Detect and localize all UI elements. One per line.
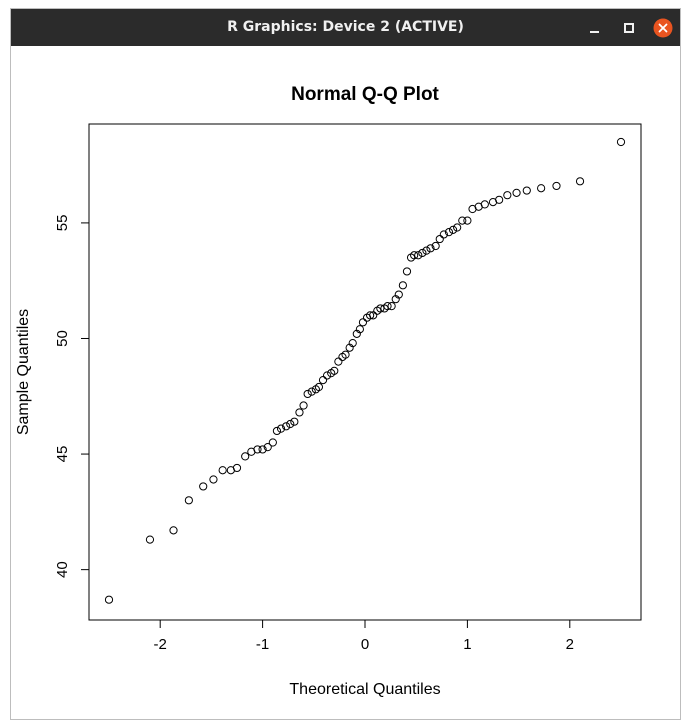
y-axis-label: Sample Quantiles <box>15 309 32 435</box>
x-tick-label: -2 <box>154 636 167 653</box>
data-point <box>334 357 343 366</box>
data-point <box>318 375 328 385</box>
data-point <box>295 408 304 417</box>
x-axis-label: Theoretical Quantiles <box>289 681 440 698</box>
data-point <box>448 225 458 234</box>
data-point <box>552 181 561 191</box>
data-point <box>512 188 521 197</box>
data-point <box>268 438 277 447</box>
data-point <box>398 281 407 290</box>
x-tick-label: 0 <box>361 636 369 653</box>
data-point <box>314 382 324 392</box>
chart-title: Normal Q-Q Plot <box>291 84 439 105</box>
data-point <box>418 248 427 258</box>
data-point <box>575 177 585 186</box>
data-point <box>458 216 467 225</box>
y-tick-label: 50 <box>54 330 71 347</box>
data-point <box>263 443 272 452</box>
data-point <box>348 339 357 348</box>
data-point <box>410 251 419 260</box>
data-point <box>503 191 512 200</box>
data-point <box>286 419 295 429</box>
data-point <box>209 475 218 484</box>
y-tick-label: 45 <box>54 446 71 463</box>
data-point <box>366 311 375 320</box>
data-point <box>444 228 454 237</box>
data-point <box>537 184 546 193</box>
data-point <box>522 186 531 195</box>
maximize-button[interactable] <box>619 18 639 38</box>
maximize-icon <box>624 23 634 33</box>
data-point <box>299 401 308 410</box>
y-tick-label: 55 <box>54 215 71 232</box>
data-point <box>414 251 423 260</box>
close-button[interactable] <box>653 18 673 38</box>
data-points <box>104 137 626 604</box>
data-point <box>358 318 368 327</box>
data-point <box>104 595 114 604</box>
data-point <box>282 422 291 431</box>
data-point <box>439 230 448 239</box>
window-titlebar[interactable]: R Graphics: Device 2 (ACTIVE) <box>11 9 680 46</box>
data-point <box>341 350 350 359</box>
close-icon <box>653 18 673 38</box>
data-point <box>355 325 364 334</box>
data-point <box>383 302 392 311</box>
data-point <box>387 302 396 311</box>
data-point <box>431 241 440 251</box>
data-point <box>402 267 412 276</box>
data-point <box>307 387 316 396</box>
data-point <box>376 304 385 313</box>
data-point <box>272 426 282 436</box>
minimize-icon <box>590 31 599 33</box>
data-point <box>276 424 286 433</box>
data-point <box>463 216 472 225</box>
data-point <box>495 195 504 204</box>
data-point <box>616 137 626 147</box>
x-tick-label: -1 <box>256 636 269 653</box>
data-point <box>369 311 378 320</box>
data-point <box>480 200 489 209</box>
data-point <box>323 371 332 380</box>
data-point <box>435 234 444 244</box>
data-point <box>145 535 155 544</box>
plot-area: Normal Q-Q Plot -2 -1 0 1 2 40 45 50 55 Theoreti… <box>11 46 680 724</box>
y-tick-label: 40 <box>54 561 71 578</box>
data-point <box>303 389 312 399</box>
data-point <box>330 366 339 375</box>
window-title: R Graphics: Device 2 (ACTIVE) <box>227 19 464 35</box>
x-tick-label: 2 <box>566 636 574 653</box>
data-point <box>241 452 250 461</box>
plot-box <box>88 123 642 621</box>
data-point <box>169 526 178 535</box>
data-point <box>218 466 227 475</box>
r-graphics-window: R Graphics: Device 2 (ACTIVE) Normal Q-Q… <box>10 8 681 720</box>
data-point <box>426 244 435 253</box>
qq-plot-svg: Normal Q-Q Plot -2 -1 0 1 2 40 45 50 55 Theoreti… <box>15 84 642 698</box>
minimize-button[interactable] <box>585 18 605 38</box>
data-point <box>258 445 267 454</box>
data-point <box>422 246 431 255</box>
data-point <box>290 417 299 426</box>
data-point <box>199 482 208 491</box>
axes: -2 -1 0 1 2 40 45 50 55 <box>54 215 574 653</box>
x-tick-label: 1 <box>463 636 471 653</box>
data-point <box>184 496 193 505</box>
data-point <box>232 463 242 473</box>
data-point <box>253 445 262 454</box>
data-point <box>453 223 462 232</box>
data-point <box>394 290 403 299</box>
